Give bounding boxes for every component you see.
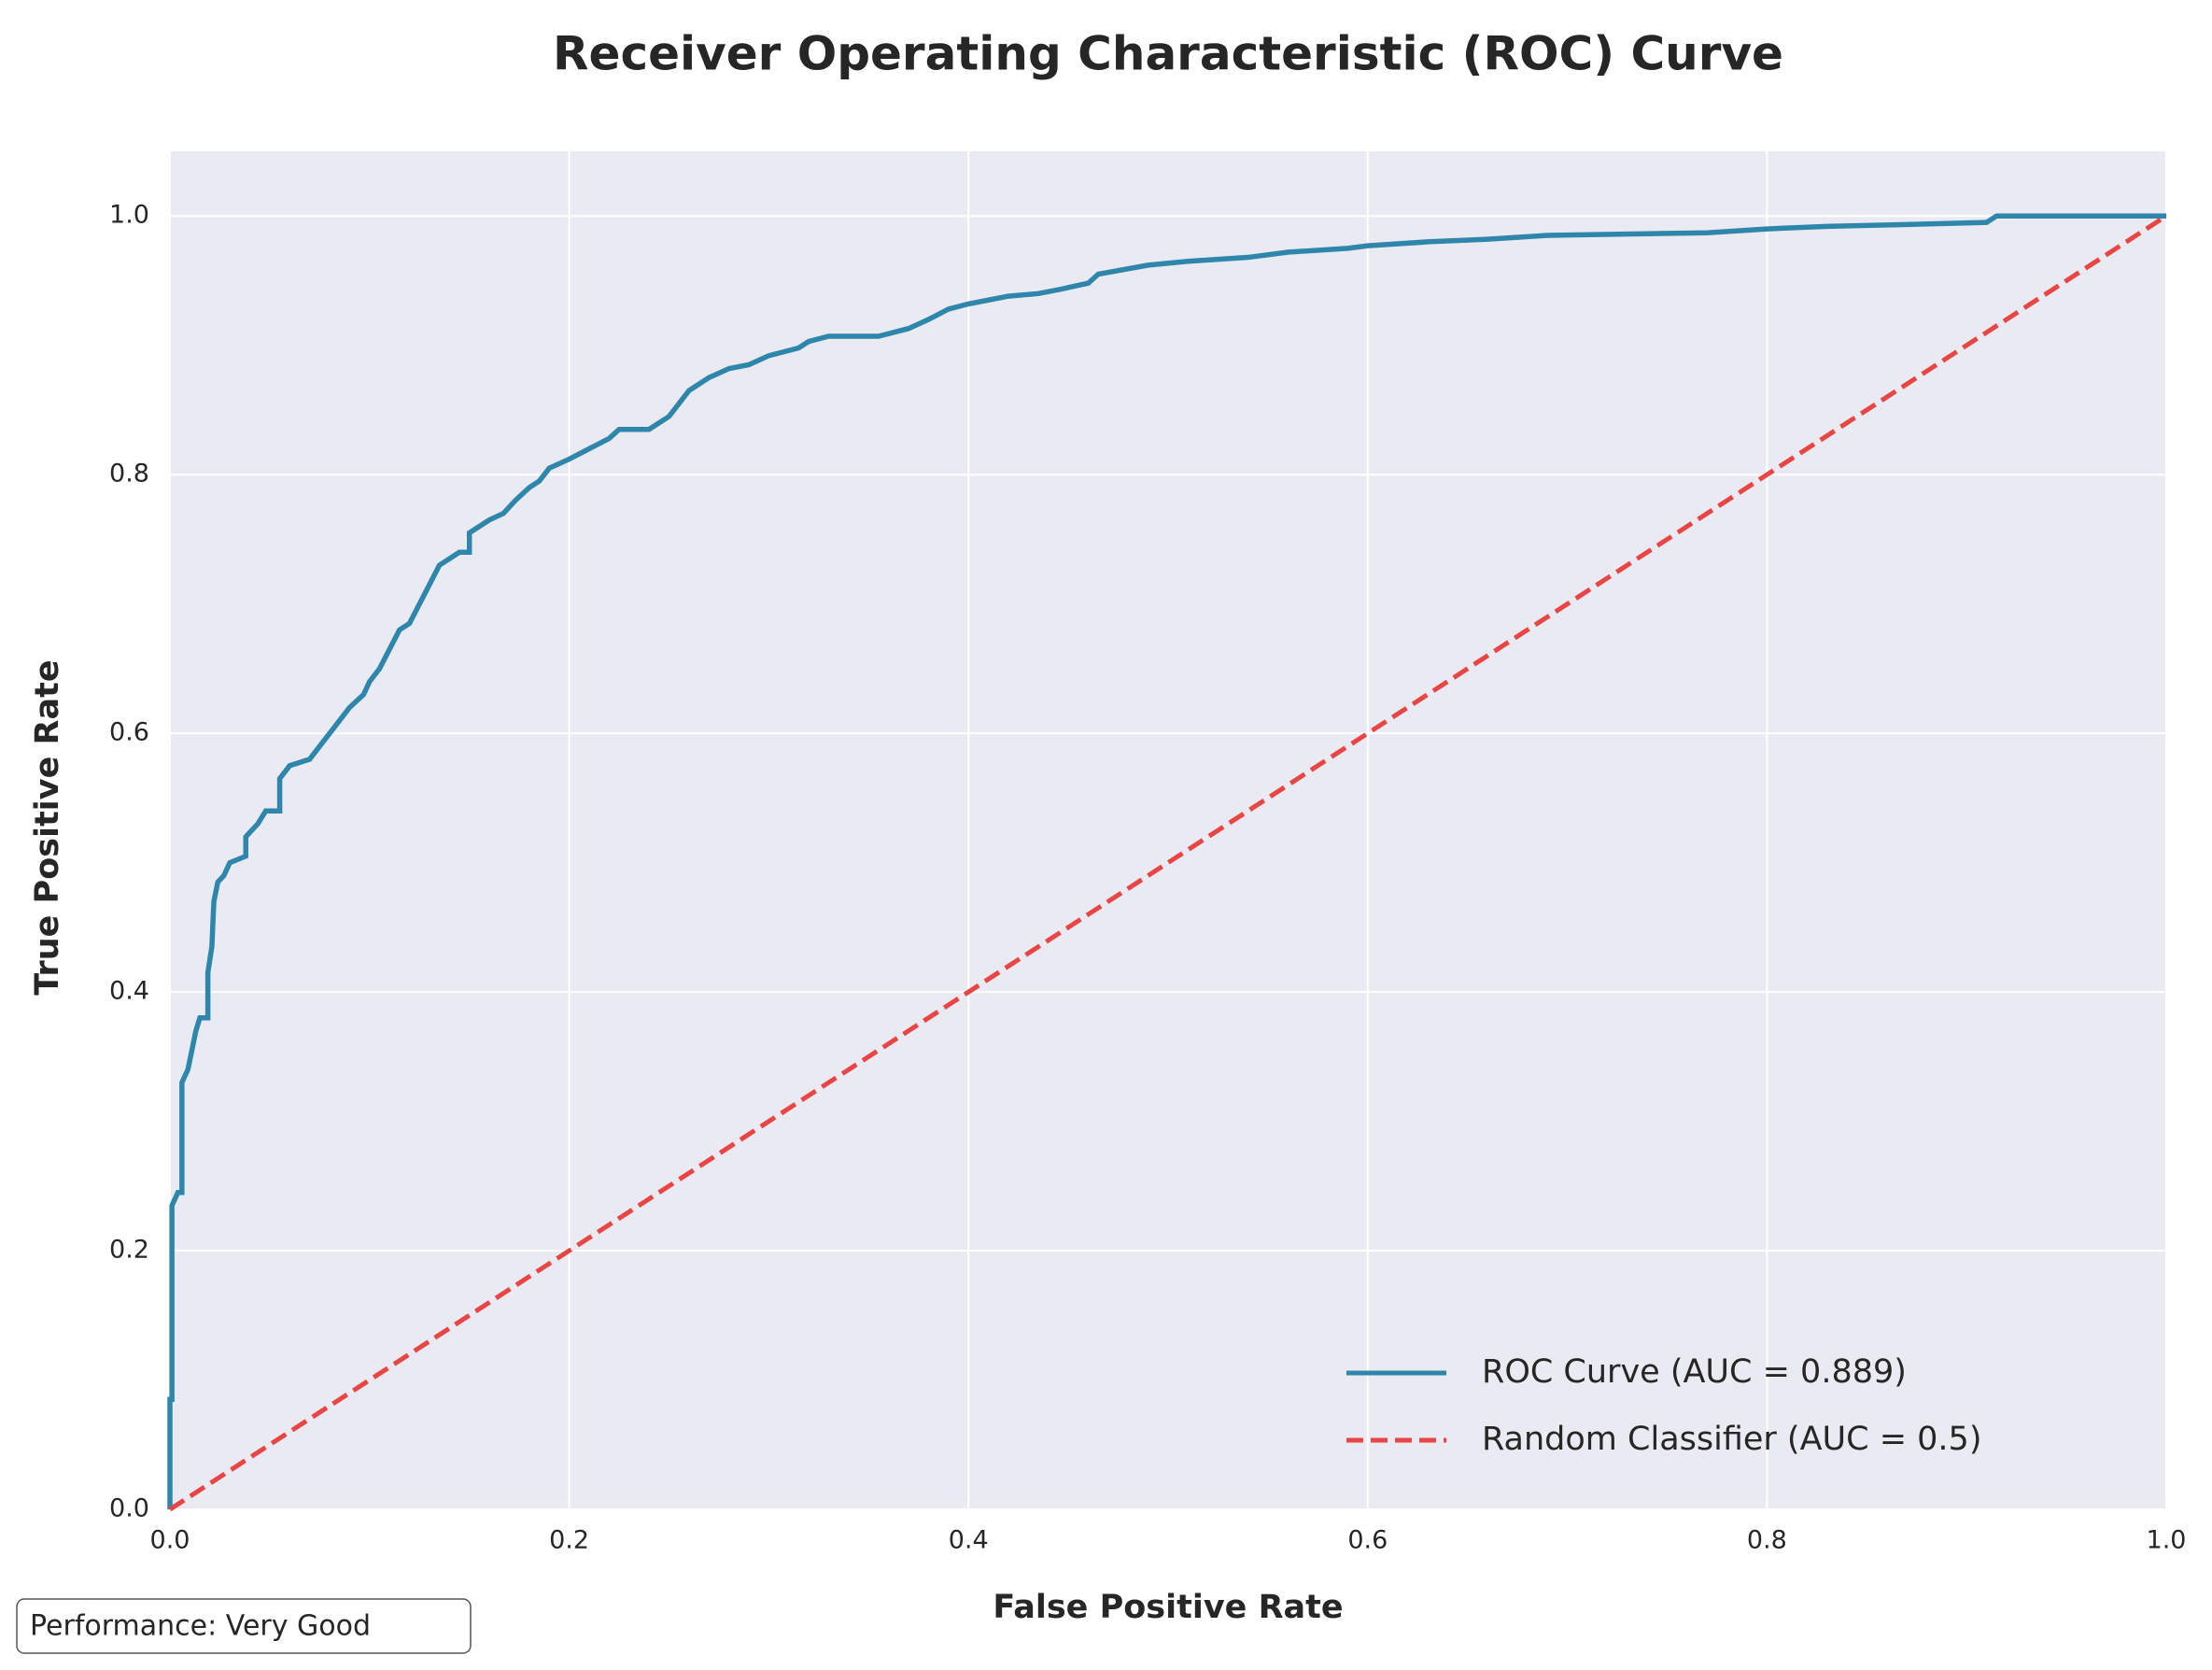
legend: ROC Curve (AUC = 0.889) Random Classifier… — [1346, 1353, 1981, 1458]
x-tick-label: 1.0 — [2147, 1526, 2187, 1555]
grid — [169, 151, 2167, 1510]
x-tick-label: 0.8 — [1747, 1526, 1787, 1555]
x-tick-label: 0.6 — [1347, 1526, 1388, 1555]
x-tick-label: 0.2 — [549, 1526, 589, 1555]
y-tick-label: 0.0 — [109, 1494, 149, 1523]
y-axis-label: True Positive Rate — [29, 659, 66, 995]
y-tick-label: 0.6 — [109, 718, 149, 747]
chart-title: Receiver Operating Characteristic (ROC) … — [553, 27, 1783, 81]
x-tick-label: 0.4 — [949, 1526, 989, 1555]
series-line — [168, 214, 2168, 1512]
x-axis-label: False Positive Rate — [993, 1589, 1343, 1626]
plot-area — [170, 151, 2166, 1509]
legend-label: ROC Curve (AUC = 0.889) — [1482, 1353, 1907, 1391]
marks — [167, 213, 2168, 1512]
annotation: Performance: Very Good — [30, 1610, 371, 1643]
legend-label: Random Classifier (AUC = 0.5) — [1482, 1421, 1981, 1458]
y-tick-label: 0.8 — [109, 460, 149, 488]
x-tick-label: 0.0 — [150, 1526, 190, 1555]
y-tick-label: 0.2 — [109, 1236, 149, 1265]
y-tick-label: 0.4 — [109, 977, 149, 1006]
annotation-box — [16, 1598, 472, 1654]
y-tick-label: 1.0 — [109, 201, 149, 230]
series-line — [167, 213, 2166, 1509]
